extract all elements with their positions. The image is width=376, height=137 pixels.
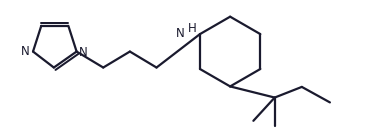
Text: N: N <box>79 46 87 59</box>
Text: N: N <box>20 45 29 58</box>
Text: H: H <box>187 22 196 35</box>
Text: N: N <box>176 27 185 40</box>
